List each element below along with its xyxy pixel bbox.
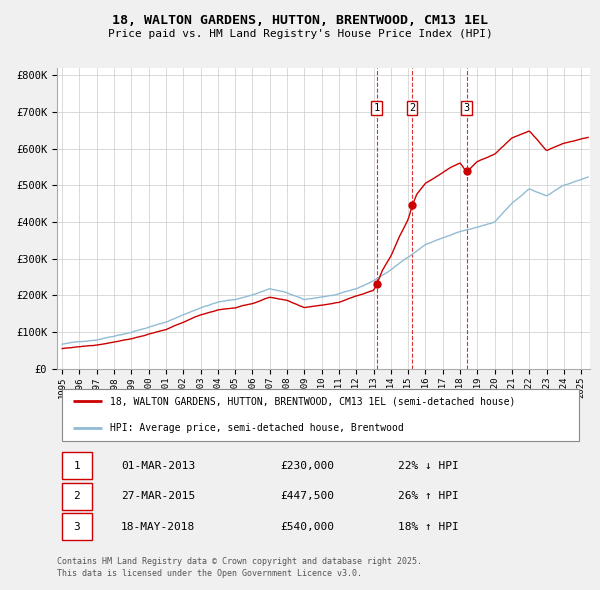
FancyBboxPatch shape	[62, 389, 579, 441]
FancyBboxPatch shape	[62, 483, 92, 510]
Text: 18-MAY-2018: 18-MAY-2018	[121, 522, 195, 532]
Text: 18, WALTON GARDENS, HUTTON, BRENTWOOD, CM13 1EL: 18, WALTON GARDENS, HUTTON, BRENTWOOD, C…	[112, 14, 488, 27]
Text: £447,500: £447,500	[281, 491, 335, 501]
Text: 3: 3	[74, 522, 80, 532]
Text: Contains HM Land Registry data © Crown copyright and database right 2025.: Contains HM Land Registry data © Crown c…	[57, 557, 422, 566]
Text: 18, WALTON GARDENS, HUTTON, BRENTWOOD, CM13 1EL (semi-detached house): 18, WALTON GARDENS, HUTTON, BRENTWOOD, C…	[110, 396, 515, 407]
Text: This data is licensed under the Open Government Licence v3.0.: This data is licensed under the Open Gov…	[57, 569, 362, 578]
Text: £540,000: £540,000	[281, 522, 335, 532]
Text: 01-MAR-2013: 01-MAR-2013	[121, 461, 195, 471]
Text: HPI: Average price, semi-detached house, Brentwood: HPI: Average price, semi-detached house,…	[110, 423, 404, 433]
Text: £230,000: £230,000	[281, 461, 335, 471]
Text: Price paid vs. HM Land Registry's House Price Index (HPI): Price paid vs. HM Land Registry's House …	[107, 29, 493, 38]
Text: 2: 2	[74, 491, 80, 501]
Text: 1: 1	[74, 461, 80, 471]
Text: 3: 3	[464, 103, 470, 113]
Text: 2: 2	[409, 103, 415, 113]
FancyBboxPatch shape	[62, 513, 92, 540]
Text: 1: 1	[373, 103, 380, 113]
Text: 26% ↑ HPI: 26% ↑ HPI	[398, 491, 459, 501]
FancyBboxPatch shape	[62, 452, 92, 479]
Text: 22% ↓ HPI: 22% ↓ HPI	[398, 461, 459, 471]
Text: 27-MAR-2015: 27-MAR-2015	[121, 491, 195, 501]
Text: 18% ↑ HPI: 18% ↑ HPI	[398, 522, 459, 532]
